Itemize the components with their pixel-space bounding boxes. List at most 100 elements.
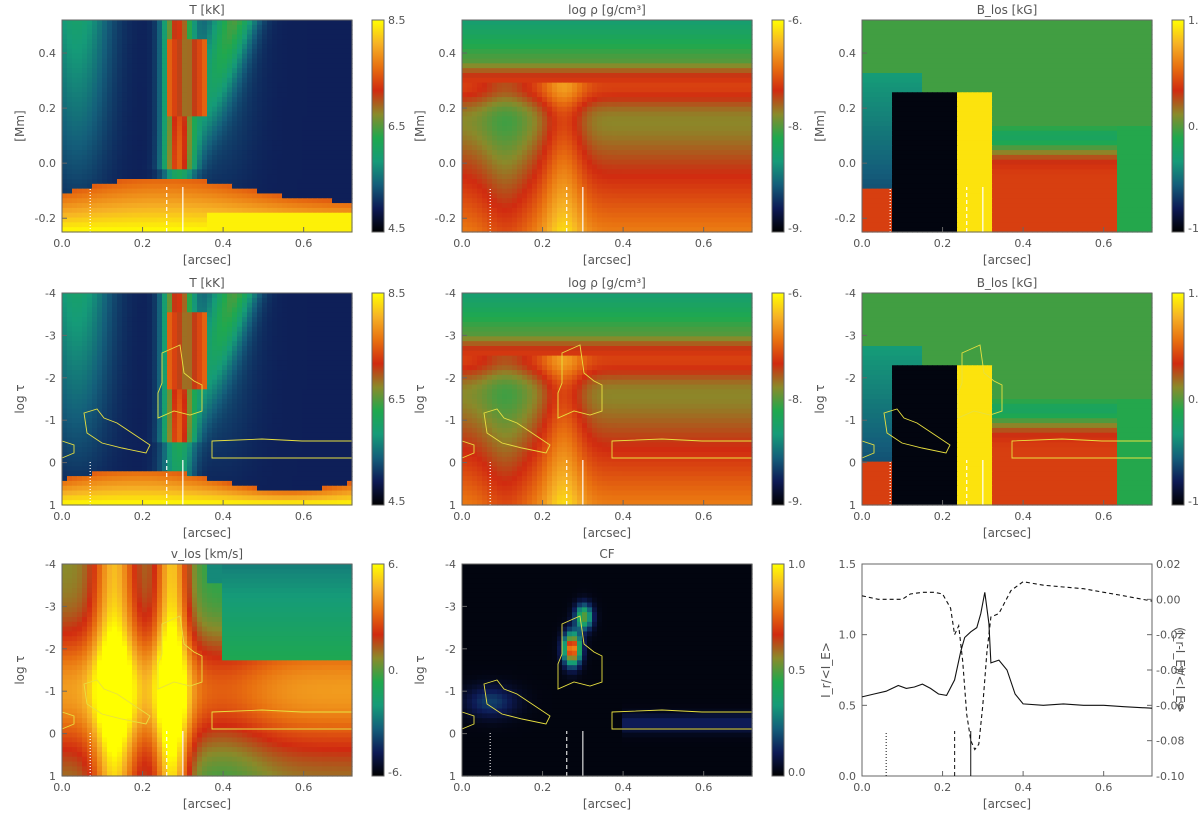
x-tick-label: 0.4 — [214, 510, 232, 523]
x-tick-label: 0.4 — [614, 781, 632, 794]
y-axis-label: log τ — [13, 655, 27, 684]
panel-title: log ρ [g/cm³] — [568, 3, 646, 17]
y-tick-label: -3 — [45, 329, 56, 342]
x-tick-label: 0.6 — [1095, 781, 1113, 794]
x-tick-label: 0.0 — [453, 781, 471, 794]
x-tick-label: 0.0 — [453, 510, 471, 523]
contour-line — [83, 408, 151, 454]
contour-line — [157, 344, 203, 419]
y-tick-label: -2 — [445, 643, 456, 656]
y-tick-label: 0 — [449, 728, 456, 741]
y-axis-label: log τ — [813, 384, 827, 413]
y-tick-label: 0.2 — [839, 102, 857, 115]
y-axis-label: [Mm] — [413, 110, 427, 141]
x-tick-label: 0.2 — [134, 510, 152, 523]
x-tick-label: 0.6 — [695, 237, 713, 250]
y-tick-label: 0.4 — [439, 47, 457, 60]
y-tick-label: 0.4 — [839, 47, 857, 60]
panel-density-tau: log ρ [g/cm³] 0.0 0.2 0.4 0.6 [arcsec] -4 -3 -2… — [413, 276, 802, 540]
colorbar-tick-label: 1. — [1188, 14, 1199, 27]
heatmap — [62, 564, 353, 777]
x-tick-label: 0.6 — [695, 781, 713, 794]
y-tick-label: 0 — [849, 457, 856, 470]
plot-frame — [861, 19, 1153, 233]
x-axis-label: [arcsec] — [983, 253, 1031, 267]
x-tick-label: 0.2 — [534, 510, 552, 523]
y-tick-label: -1 — [45, 685, 56, 698]
x-tick-label: 0.2 — [934, 237, 952, 250]
y-tick-label: -0.2 — [35, 212, 56, 225]
y-tick-label: -4 — [45, 558, 56, 571]
y-tick-label: 1 — [849, 499, 856, 512]
x-axis-label: [arcsec] — [583, 526, 631, 540]
heatmap — [862, 20, 1153, 233]
contour-line — [557, 344, 603, 419]
x-tick-label: 0.6 — [295, 781, 313, 794]
panel-field-height: B_los [kG] 0.0 0.2 0.4 0.6[arcsec]0.40.20.0… — [813, 3, 1200, 267]
colorbar-tick-label: -8. — [788, 120, 802, 133]
panel-title: v_los [km/s] — [171, 547, 243, 561]
x-axis-label: [arcsec] — [983, 797, 1031, 811]
panel-title: T [kK] — [188, 3, 224, 17]
colorbar-tick-label: 6.5 — [388, 120, 406, 133]
colorbar — [371, 19, 385, 233]
panel-intensity-line-plot: 0.0 0.2 0.4 0.6 [arcsec] 0.0 0.5 1.0 1.5 I_r/<I_E… — [819, 558, 1187, 811]
plot-frame — [861, 292, 1153, 506]
y-tick-label: -0.2 — [835, 212, 856, 225]
y-right-tick-label: 0.02 — [1156, 558, 1181, 571]
y-axis-label: log τ — [413, 384, 427, 413]
contour-line — [157, 615, 203, 690]
y-tick-label: 0.0 — [439, 157, 457, 170]
panel-title: T [kK] — [188, 276, 224, 290]
colorbar-tick-label: -1. — [1188, 222, 1200, 235]
x-tick-label: 0.0 — [853, 510, 871, 523]
colorbar-tick-label: 0. — [1188, 393, 1199, 406]
contour-line — [483, 679, 551, 725]
y-tick-label: -1 — [445, 414, 456, 427]
y-tick-label: 0.5 — [839, 699, 857, 712]
x-tick-label: 0.4 — [614, 237, 632, 250]
y-tick-label: -3 — [445, 329, 456, 342]
colorbar-tick-label: 0.0 — [788, 766, 806, 779]
y-tick-label: -3 — [845, 329, 856, 342]
colorbar-tick-label: 4.5 — [388, 495, 406, 508]
colorbar — [771, 292, 785, 506]
y-right-tick-label: -0.10 — [1156, 770, 1184, 783]
colorbar-tick-label: 6. — [388, 558, 399, 571]
y-axis-label: [Mm] — [13, 110, 27, 141]
colorbar-tick-label: 1.0 — [788, 558, 806, 571]
y-right-tick-label: 0.00 — [1156, 593, 1181, 606]
heatmap — [62, 293, 353, 506]
panel-title: log ρ [g/cm³] — [568, 276, 646, 290]
plot-frame — [61, 19, 353, 233]
x-tick-label: 0.6 — [1095, 510, 1113, 523]
colorbar-tick-label: 0.5 — [788, 664, 806, 677]
x-tick-label: 0.4 — [214, 237, 232, 250]
x-axis-label: [arcsec] — [183, 797, 231, 811]
y-tick-label: -4 — [845, 287, 856, 300]
contour-line — [861, 440, 875, 459]
x-tick-label: 0.0 — [53, 781, 71, 794]
panel-title: B_los [kG] — [977, 3, 1038, 17]
x-tick-label: 0.2 — [934, 781, 952, 794]
x-tick-label: 0.6 — [695, 510, 713, 523]
contour-line — [483, 408, 551, 454]
colorbar-tick-label: 8.5 — [388, 14, 406, 27]
y-tick-label: 1 — [449, 770, 456, 783]
colorbar-tick-label: -1. — [1188, 495, 1200, 508]
y-tick-label: 1 — [49, 499, 56, 512]
contour-line — [61, 440, 75, 459]
y-axis-label: log τ — [413, 655, 427, 684]
colorbar-tick-label: -6. — [388, 766, 402, 779]
y-right-tick-label: -0.08 — [1156, 735, 1184, 748]
panel-title: B_los [kG] — [977, 276, 1038, 290]
y-tick-label: 1 — [449, 499, 456, 512]
y-axis-label: log τ — [13, 384, 27, 413]
x-tick-label: 0.0 — [453, 237, 471, 250]
y-tick-label: 0.0 — [39, 157, 57, 170]
colorbar-tick-label: -6. — [788, 14, 802, 27]
contour-line — [61, 711, 75, 730]
y-tick-label: -4 — [445, 287, 456, 300]
contour-line — [957, 344, 1003, 419]
y-tick-label: 0 — [49, 457, 56, 470]
